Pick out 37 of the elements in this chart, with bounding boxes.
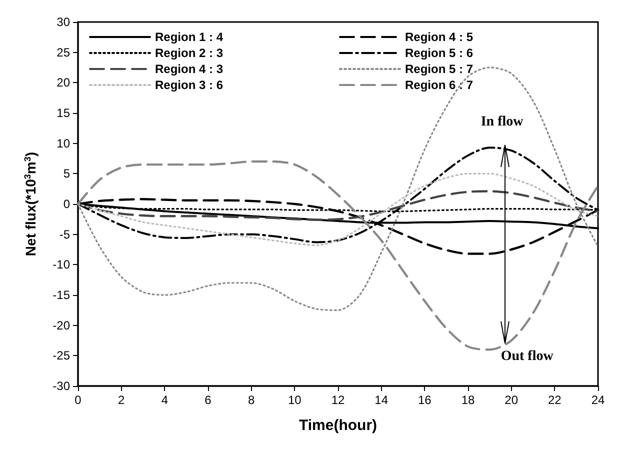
x-tick-label: 20 (504, 393, 518, 407)
x-tick-label: 0 (74, 393, 82, 407)
y-tick-label: 15 (56, 106, 70, 120)
x-tick-label: 4 (161, 393, 168, 407)
x-tick-label: 2 (118, 393, 125, 407)
x-tick-label: 24 (591, 393, 605, 407)
legend-label: Region 2 : 3 (155, 46, 224, 60)
x-tick-label: 12 (331, 393, 345, 407)
y-tick-label: -30 (52, 379, 70, 393)
y-tick-label: 0 (63, 197, 70, 211)
y-tick-label: -20 (52, 318, 70, 332)
annotation: Out flow (500, 349, 554, 364)
x-tick-label: 14 (374, 393, 388, 407)
annotation: In flow (480, 114, 524, 130)
y-tick-label: 20 (56, 76, 70, 90)
x-tick-label: 6 (204, 393, 212, 407)
legend-label: Region 1 : 4 (155, 30, 224, 44)
legend-label: Region 5 : 7 (405, 62, 474, 76)
y-tick-label: 5 (63, 166, 70, 181)
y-tick-label: -5 (59, 227, 70, 242)
legend-label: Region 4 : 5 (405, 30, 474, 44)
x-tick-label: 10 (288, 393, 302, 407)
legend-label: Region 3 : 6 (155, 78, 224, 92)
y-tick-label: 10 (56, 136, 70, 150)
y-tick-label: -15 (52, 288, 70, 302)
y-tick-label: 30 (56, 15, 70, 29)
y-tick-label: -10 (52, 258, 70, 272)
x-tick-label: 16 (418, 393, 432, 407)
legend-label: Region 5 : 6 (405, 46, 474, 60)
x-axis-title: Time(hour) (298, 417, 378, 434)
x-tick-label: 22 (548, 393, 562, 407)
x-tick-label: 8 (248, 393, 255, 407)
y-tick-label: -25 (52, 348, 70, 363)
x-tick-label: 18 (461, 393, 475, 407)
legend-label: Region 4 : 3 (155, 62, 224, 76)
y-axis-title: Net flux(*103m3) (22, 152, 38, 256)
y-tick-label: 25 (56, 45, 70, 60)
